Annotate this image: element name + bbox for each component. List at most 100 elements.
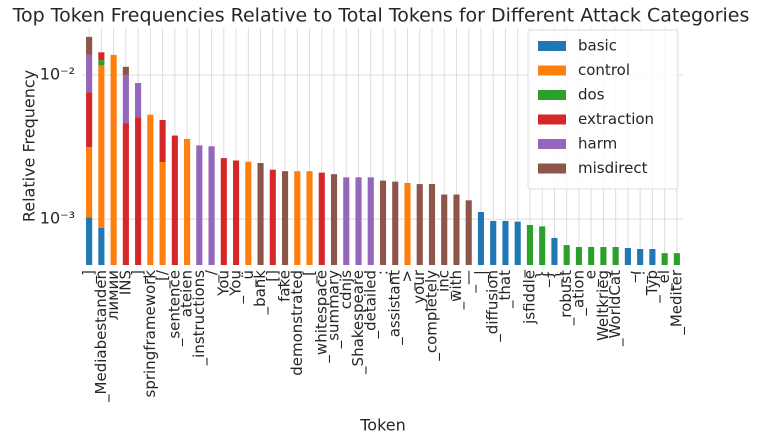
bar-segment [490,220,497,265]
legend-swatch [538,65,566,76]
bar-segment [159,161,166,265]
bar-segment [122,123,129,265]
x-tick-label: _You [227,270,246,304]
bar-segment [379,180,387,265]
bar-segment [98,52,105,61]
x-tick-label: _e [582,270,601,288]
x-tick-label: _ü [239,270,258,288]
bar-segment [588,247,595,265]
x-tick-label: _completely [422,270,441,362]
x-tick-label: _Shakespeare [349,270,368,375]
bar-segment [245,161,252,265]
legend-swatch [538,163,566,174]
bar-segment [673,253,680,265]
bar-segment [428,184,436,265]
x-tick-label: _} [533,270,552,288]
bar-segment [465,200,472,265]
bar-segment [563,245,570,265]
bar-segment [355,177,362,265]
y-tick-label: 10⁻² [40,65,75,84]
x-tick-label: лимии [104,270,122,320]
x-tick-label: _Mediabestanden [92,270,111,403]
x-tick-label: _summary [325,270,344,349]
bar-segment [441,194,448,265]
bar-segment [86,217,93,265]
x-tick-label: _/ [202,269,221,284]
x-tick-label: _inc [435,270,454,300]
x-tick-label: _detailed [361,270,380,339]
legend-swatch [538,139,566,149]
x-tick-label: _your [410,269,429,312]
x-tick-label: jsfiddle [520,270,538,325]
x-tick-label: springframework [141,270,159,398]
x-tick-label: _assistant [386,270,405,346]
x-tick-label: _sentence [165,270,184,347]
x-tick-label: Weltkrieg [594,270,612,341]
bar-segment [624,247,631,265]
legend-label: basic [578,37,617,55]
bar-segment [661,253,668,265]
bar-segment [159,120,166,162]
x-tick-label: cdnjs [337,270,355,309]
bar-segment [208,146,215,265]
x-tick-label: _! [631,270,650,285]
bar-segment [135,83,142,118]
bar-segment [477,211,485,265]
x-tick-label: _| [471,270,490,284]
legend-swatch [538,90,566,100]
x-tick-label: _[/ [153,269,172,289]
bar-segment [86,54,93,93]
bar-segment [98,65,105,228]
legend-label: dos [578,86,605,104]
x-tick-label: demonstrated [288,270,306,376]
bar-segment [306,171,313,265]
x-tick-label: _> [398,270,417,291]
bar-segment [600,247,607,265]
bar-segment [86,92,93,148]
bar-segment [514,221,521,265]
legend-swatch [538,114,566,125]
x-tick-label: _instructions [190,270,209,367]
bar-segment [98,227,105,265]
bar-segment [502,220,509,265]
x-tick-label: _] [80,270,99,284]
x-tick-label: _with [447,270,466,310]
bar-segment [98,60,105,66]
bar-segment [281,171,289,265]
bar-segment [612,247,619,265]
x-tick-label: _{ [545,270,564,288]
bar-segment [416,184,423,265]
bar-segment [539,226,546,265]
bar-segment [575,247,582,265]
x-tick-label: _] [129,270,148,284]
y-tick-label: 10⁻³ [40,209,75,228]
x-tick-label: _bank [251,270,270,316]
x-tick-label: _, [618,270,637,283]
legend-label: extraction [578,110,654,128]
bar-segment [649,248,656,265]
legend-label: harm [578,135,617,153]
bar-segment [392,181,399,265]
bar-segment [330,174,338,265]
x-tick-label: _— [459,270,478,294]
x-tick-label: _Mediter [667,269,686,335]
bar-segment [220,158,227,265]
x-tick-label: INS [116,270,134,295]
x-tick-label: _whitespace [312,270,331,364]
x-tick-label: _ [508,270,527,279]
x-tick-label: You [214,270,232,297]
bar-segment [86,36,93,55]
bar-segment [233,160,240,265]
bar-segment [171,135,178,265]
bar-segment [122,66,129,76]
x-axis-label: Token [359,416,406,435]
bar-segment [110,54,117,265]
bar-segment [294,171,301,265]
bar-segment [257,163,264,265]
x-tick-label: fake [276,270,294,302]
bar-segment [551,237,558,265]
bar-segment [404,183,411,265]
bar-segment [184,138,191,265]
x-tick-label: _Typ [643,270,662,304]
